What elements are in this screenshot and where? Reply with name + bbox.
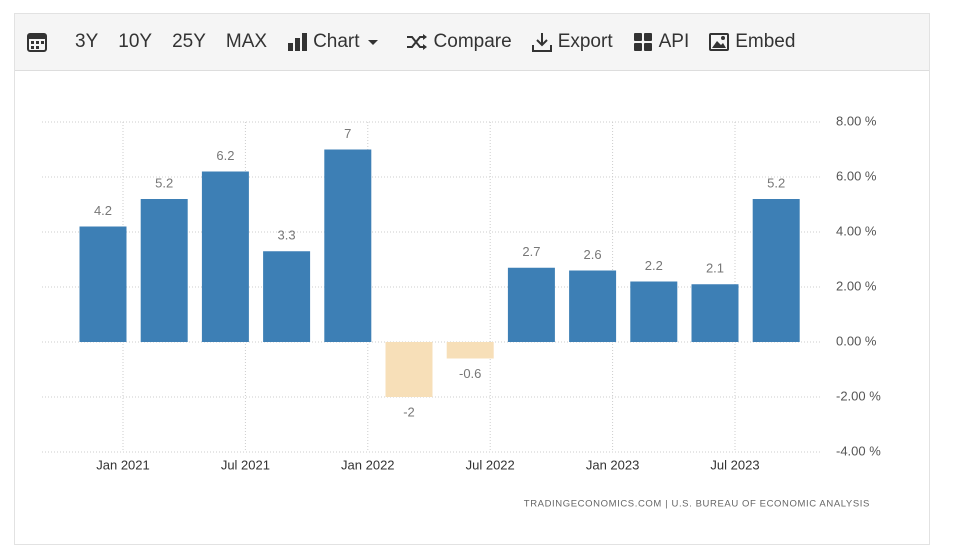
bar	[446, 342, 494, 359]
data-label: 3.3	[278, 228, 296, 243]
y-tick-label: 2.00 %	[836, 278, 877, 293]
range-10y[interactable]: 10Y	[118, 31, 152, 53]
x-tick-label: Jul 2021	[221, 457, 270, 472]
compare-button[interactable]: Compare	[406, 31, 512, 53]
data-label: 2.6	[584, 247, 602, 262]
data-label: -0.6	[459, 366, 481, 381]
bar	[140, 199, 188, 342]
data-label: 2.1	[706, 261, 724, 276]
y-tick-label: 4.00 %	[836, 223, 877, 238]
chart-icon	[288, 33, 308, 51]
range-3y[interactable]: 3Y	[75, 31, 98, 53]
data-label: 7	[344, 126, 351, 141]
bar	[507, 267, 555, 342]
data-label: 5.2	[155, 175, 173, 190]
bar	[569, 270, 617, 342]
chart-frame: 3Y 10Y 25Y MAX Chart Compare Export API …	[14, 13, 930, 545]
bar	[79, 226, 127, 342]
download-icon	[531, 33, 552, 52]
y-tick-label: -2.00 %	[836, 388, 881, 403]
export-button[interactable]: Export	[531, 31, 613, 53]
embed-button[interactable]: Embed	[709, 31, 795, 53]
source: TRADINGECONOMICS.COM | U.S. BUREAU OF EC…	[524, 499, 870, 510]
data-label: 6.2	[216, 148, 234, 163]
data-label: 2.7	[522, 244, 540, 259]
data-label: -2	[403, 404, 415, 419]
toolbar-label: 10Y	[118, 31, 153, 52]
toolbar-label: 3Y	[75, 31, 99, 52]
x-tick-label: Jul 2023	[710, 457, 759, 472]
api-button[interactable]: API	[633, 31, 690, 53]
toolbar-label: 25Y	[172, 31, 206, 52]
image-icon	[709, 33, 730, 51]
bar	[630, 281, 678, 342]
range-max[interactable]: MAX	[226, 31, 267, 53]
chart-button[interactable]: Chart	[287, 31, 385, 53]
bar	[324, 149, 372, 342]
toolbar-label: Embed	[735, 31, 796, 52]
y-tick-label: 0.00 %	[836, 333, 877, 348]
data-label: 4.2	[94, 203, 112, 218]
bar	[691, 284, 739, 342]
toolbar-label: Compare	[433, 31, 512, 52]
calendar-button[interactable]	[27, 32, 53, 52]
y-tick-label: -4.00 %	[836, 443, 881, 458]
bar	[201, 171, 249, 342]
toolbar-label: API	[658, 31, 690, 52]
toolbar-label: MAX	[225, 31, 268, 52]
toolbar: 3Y 10Y 25Y MAX Chart Compare Export API …	[15, 14, 929, 71]
bar	[752, 199, 800, 342]
bar	[263, 251, 311, 342]
shuffle-icon	[406, 34, 427, 50]
caret-icon	[367, 40, 378, 45]
x-tick-label: Jan 2022	[341, 457, 395, 472]
x-tick-label: Jul 2022	[466, 457, 515, 472]
grid-icon	[633, 33, 652, 51]
bar	[385, 342, 433, 397]
range-25y[interactable]: 25Y	[172, 31, 206, 53]
y-tick-label: 8.00 %	[836, 113, 877, 128]
x-tick-label: Jan 2023	[586, 457, 640, 472]
x-tick-label: Jan 2021	[96, 457, 150, 472]
data-label: 5.2	[767, 175, 785, 190]
toolbar-label: Chart	[313, 31, 360, 52]
calendar-icon	[27, 33, 47, 52]
toolbar-label: Export	[557, 31, 613, 52]
data-label: 2.2	[645, 258, 663, 273]
y-tick-label: 6.00 %	[836, 168, 877, 183]
